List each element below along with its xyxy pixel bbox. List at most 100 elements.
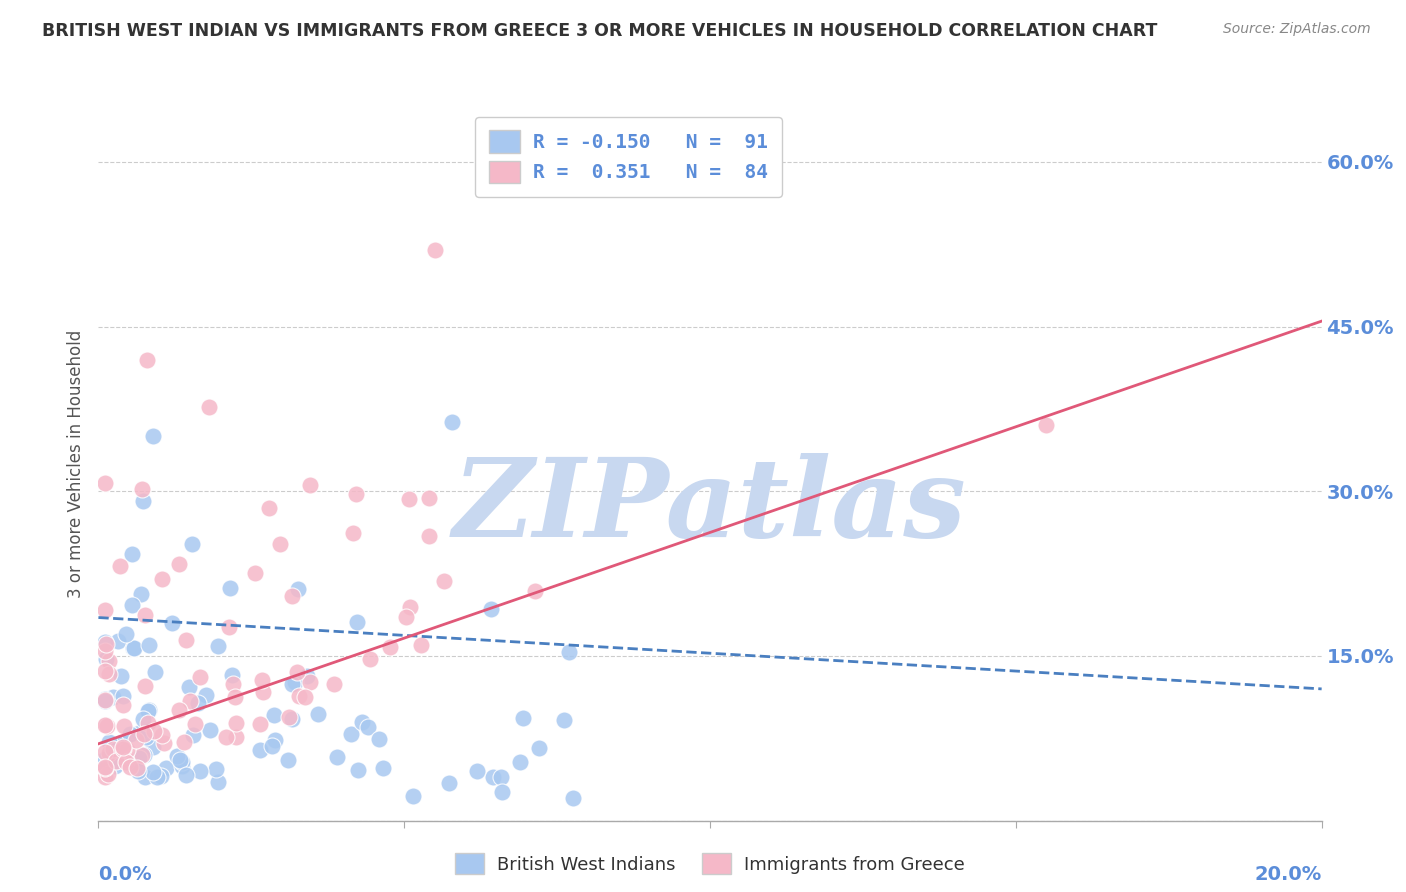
Point — [557, 645, 579, 659]
Point — [111, 734, 134, 748]
Y-axis label: 3 or more Vehicles in Household: 3 or more Vehicles in Household — [66, 330, 84, 598]
Point — [174, 768, 197, 782]
Point — [423, 243, 446, 257]
Point — [143, 665, 166, 680]
Point — [346, 763, 368, 777]
Point — [131, 482, 153, 496]
Point — [97, 766, 120, 780]
Point — [112, 719, 135, 733]
Point — [115, 627, 138, 641]
Text: 20.0%: 20.0% — [1254, 864, 1322, 884]
Point — [128, 726, 150, 740]
Point — [173, 735, 195, 749]
Point — [432, 574, 454, 588]
Point — [287, 665, 309, 679]
Text: BRITISH WEST INDIAN VS IMMIGRANTS FROM GREECE 3 OR MORE VEHICLES IN HOUSEHOLD CO: BRITISH WEST INDIAN VS IMMIGRANTS FROM G… — [42, 22, 1157, 40]
Point — [491, 785, 513, 799]
Point — [294, 690, 316, 704]
Point — [250, 673, 273, 687]
Point — [143, 723, 166, 738]
Legend: British West Indians, Immigrants from Greece: British West Indians, Immigrants from Gr… — [446, 844, 974, 883]
Point — [166, 748, 188, 763]
Point — [215, 730, 238, 744]
Text: 0.0%: 0.0% — [98, 864, 152, 884]
Point — [529, 740, 551, 755]
Point — [411, 638, 433, 652]
Point — [104, 758, 127, 772]
Point — [98, 667, 121, 681]
Point — [440, 415, 463, 429]
Point — [249, 743, 271, 757]
Point — [98, 746, 121, 760]
Point — [96, 718, 118, 732]
Point — [93, 764, 115, 778]
Point — [350, 715, 373, 730]
Point — [93, 644, 115, 658]
Point — [93, 602, 115, 616]
Point — [340, 727, 363, 741]
Point — [263, 733, 285, 747]
Point — [288, 689, 311, 703]
Point — [395, 609, 418, 624]
Point — [489, 770, 512, 784]
Point — [111, 739, 134, 754]
Point — [121, 640, 143, 655]
Point — [103, 742, 125, 756]
Point — [131, 493, 153, 508]
Point — [281, 712, 304, 726]
Point — [169, 753, 191, 767]
Point — [134, 679, 156, 693]
Point — [277, 753, 299, 767]
Point — [93, 693, 115, 707]
Point — [134, 607, 156, 622]
Point — [125, 733, 148, 747]
Point — [398, 492, 420, 507]
Point — [93, 634, 115, 648]
Point — [105, 742, 128, 756]
Point — [94, 637, 117, 651]
Point — [127, 764, 149, 779]
Point — [104, 754, 127, 768]
Point — [181, 729, 204, 743]
Point — [121, 547, 143, 561]
Point — [257, 500, 280, 515]
Point — [107, 634, 129, 648]
Point — [150, 572, 173, 586]
Point — [112, 689, 135, 703]
Point — [278, 710, 301, 724]
Point — [162, 615, 184, 630]
Point — [262, 739, 284, 753]
Point — [93, 752, 115, 766]
Point — [121, 598, 143, 612]
Point — [138, 703, 160, 717]
Point — [128, 751, 150, 765]
Point — [131, 747, 153, 762]
Point — [142, 764, 165, 779]
Point — [418, 491, 440, 506]
Point — [142, 739, 165, 754]
Point — [378, 640, 401, 655]
Point — [131, 712, 153, 726]
Point — [93, 760, 115, 774]
Point — [479, 601, 502, 615]
Point — [136, 716, 159, 731]
Point — [184, 717, 207, 731]
Point — [132, 747, 155, 762]
Point — [146, 770, 169, 784]
Point — [198, 723, 221, 738]
Point — [135, 731, 157, 745]
Point — [418, 529, 440, 543]
Point — [225, 730, 247, 744]
Point — [512, 711, 534, 725]
Point — [553, 713, 575, 727]
Point — [398, 600, 420, 615]
Point — [284, 674, 307, 689]
Point — [281, 677, 304, 691]
Point — [218, 620, 240, 634]
Point — [98, 654, 121, 668]
Point — [127, 761, 149, 775]
Point — [93, 764, 115, 779]
Point — [176, 633, 198, 648]
Point — [93, 694, 115, 708]
Point — [138, 638, 160, 652]
